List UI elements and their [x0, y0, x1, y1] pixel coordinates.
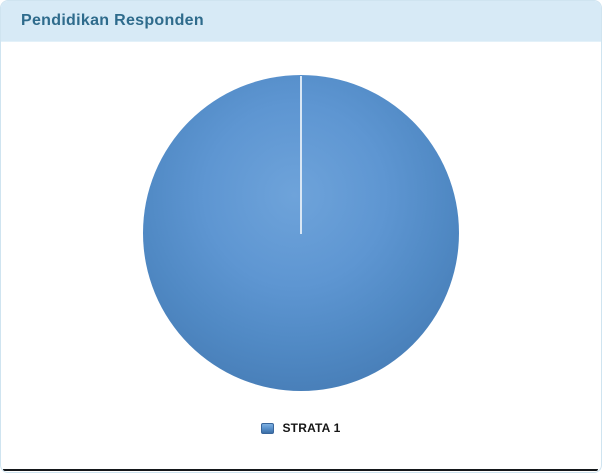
pie-slice-boundary-line: [300, 76, 302, 234]
card-header: Pendidikan Responden: [1, 1, 601, 42]
pie-chart-area: STRATA 1: [1, 42, 601, 471]
chart-legend: STRATA 1: [1, 421, 601, 435]
legend-swatch-strata1[interactable]: [261, 422, 275, 434]
page-title: Pendidikan Responden: [21, 12, 204, 29]
bottom-edge-divider: [3, 469, 598, 471]
legend-label-strata1[interactable]: STRATA 1: [282, 421, 341, 435]
